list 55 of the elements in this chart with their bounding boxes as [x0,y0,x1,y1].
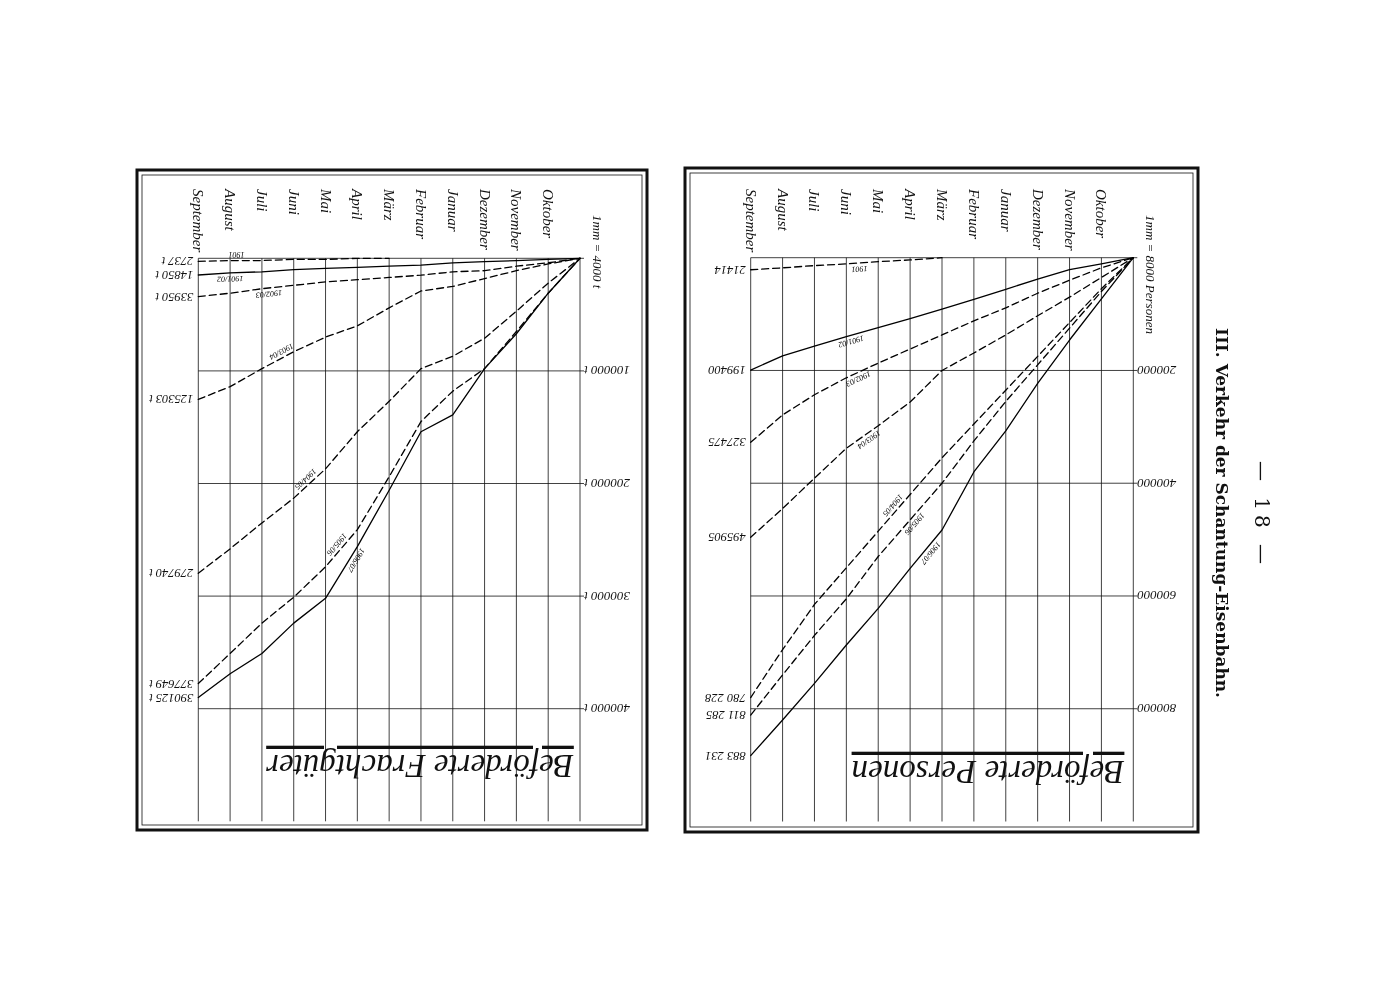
x-tick-label: April [902,188,919,220]
x-tick-label: Juli [806,189,823,212]
data-label: 390125 t [148,690,195,705]
x-tick-label: März [381,188,398,221]
y-tick-label: 800000 [1136,701,1177,717]
x-tick-label: Februar [412,188,429,240]
data-label: 780 228 [704,690,746,705]
data-label: 199400 [707,363,746,378]
data-label: 327475 [708,435,747,450]
x-tick-label: Juni [838,189,855,215]
x-tick-label: September [742,189,759,253]
x-tick-label: Oktober [1093,189,1110,239]
x-tick-label: Januar [997,189,1014,232]
x-tick-label: Juli [253,189,270,212]
data-label: 883 231 [705,748,746,763]
series-label: 1901 [228,250,245,260]
x-tick-label: Oktober [540,189,557,239]
x-tick-label: Februar [965,188,982,240]
x-tick-label: November [1061,188,1078,251]
y-tick-label: 100000 t [583,363,630,379]
x-tick-label: Juni [285,189,302,215]
x-tick-label: August [774,188,791,232]
text: III. Verkehr der Schantung-Eisenbahn. [1212,327,1232,699]
y-tick-label: 400000 [1136,475,1177,491]
x-tick-label: Dezember [1029,188,1046,250]
x-tick-label: September [190,189,207,253]
y-tick-label: 200000 t [583,476,630,491]
data-label: 14850 t [154,268,194,283]
data-label: 21414 [714,262,746,277]
text: 1902/03 [255,288,283,300]
series-label: 1901/02 [217,273,244,284]
x-tick-label: Januar [444,189,461,232]
data-label: 33950 t [154,289,195,304]
text: — 18 — [1250,460,1274,570]
x-tick-label: November [508,188,525,251]
y-axis-title: 1mm = 8000 Personen [1142,215,1158,334]
data-label: 125303 t [148,392,194,407]
data-label: 811 285 [706,708,746,723]
text: 1901/02 [837,333,866,350]
x-tick-label: Mai [317,188,334,214]
data-label: 279740 t [148,566,194,581]
data-label: 377649 t [148,676,195,691]
series-label: 1901 [851,263,868,275]
x-tick-label: Mai [870,188,887,214]
x-tick-label: April [349,188,366,220]
x-tick-label: März [934,188,950,221]
x-tick-label: August [222,188,239,232]
data-label: 495905 [708,530,746,545]
y-tick-label: 400000 t [583,701,630,717]
y-tick-label: 200000 [1136,362,1177,378]
y-tick-label: 300000 t [583,588,631,604]
y-tick-label: 600000 [1136,588,1177,604]
y-axis-title: 1mm = 4000 t [589,215,605,289]
data-label: 2737 t [161,254,194,269]
x-tick-label: Dezember [476,188,493,250]
